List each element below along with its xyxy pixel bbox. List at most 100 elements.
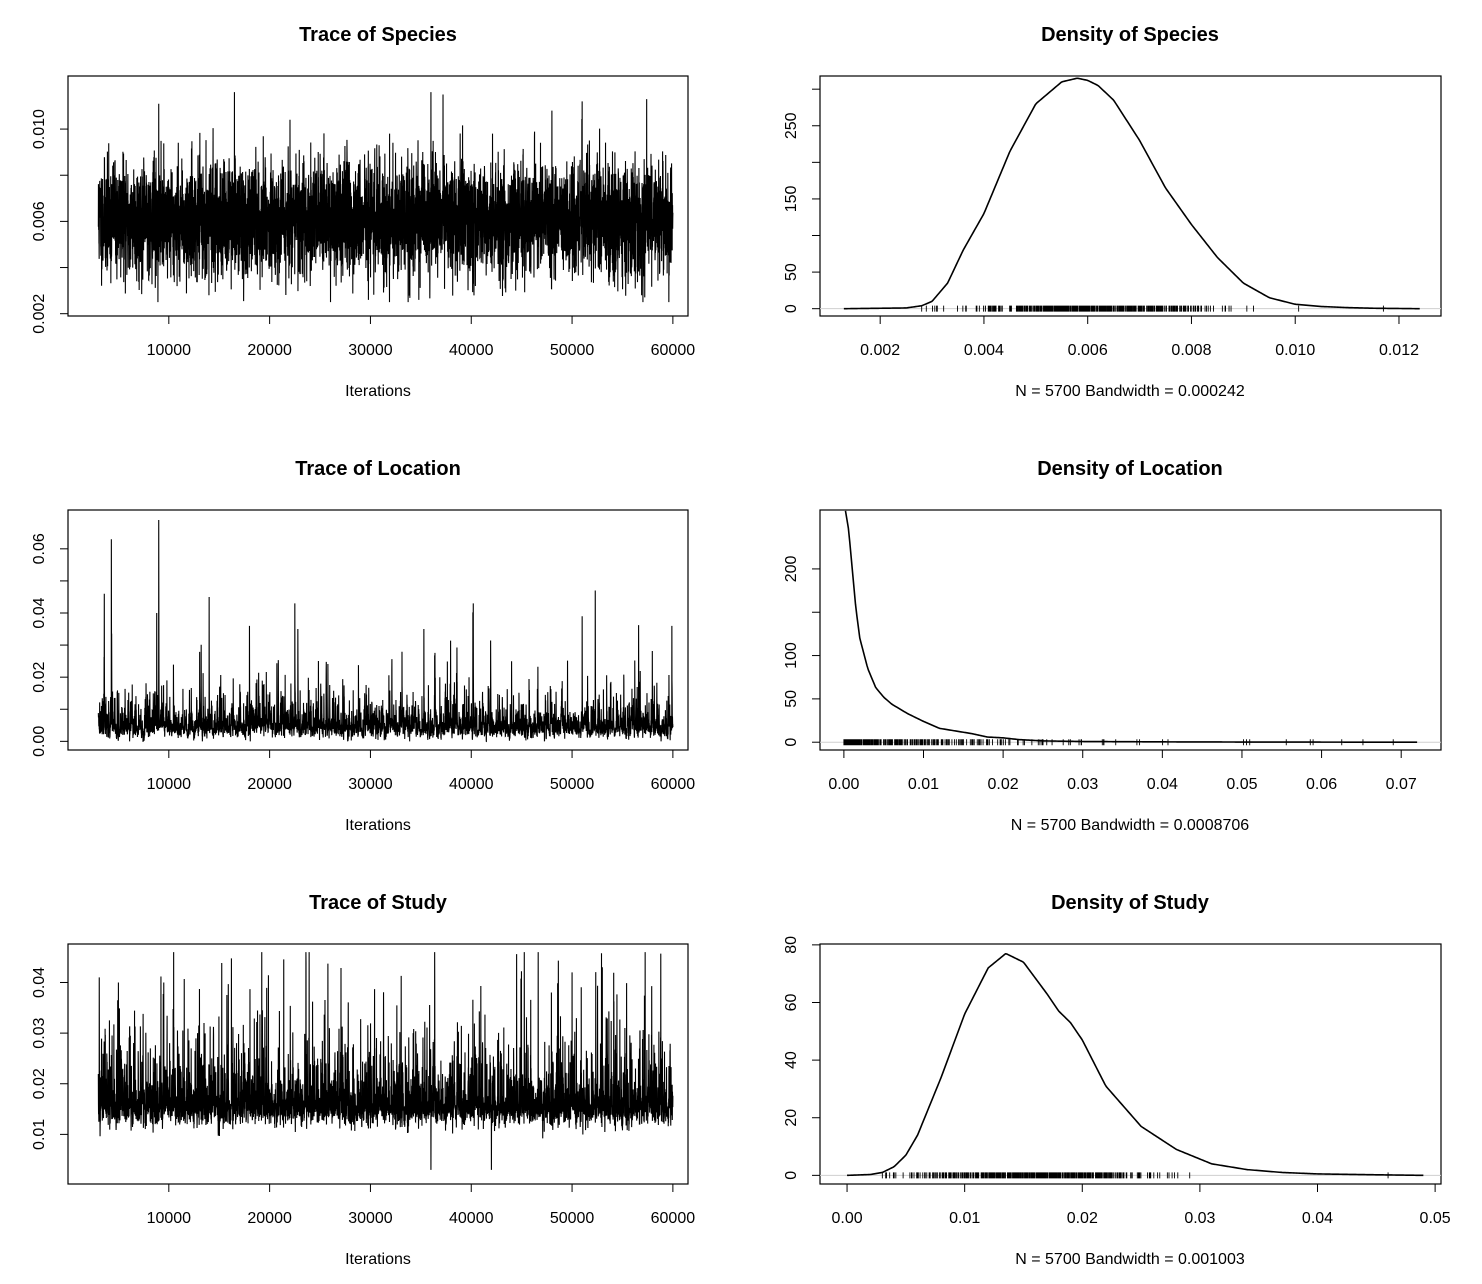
y-tick-label: 0.06	[31, 533, 48, 564]
panel-density-location: Density of Location 0.00 0.01 0.02 0.03 0.04…	[783, 458, 1442, 834]
x-tick-label: 0.05	[1226, 776, 1257, 793]
x-tick-label: 60000	[651, 342, 696, 359]
x-tick-label: 0.00	[831, 1210, 862, 1227]
y-tick-label: 0	[783, 304, 800, 313]
x-tick-label: 30000	[348, 776, 393, 793]
y-tick-label: 0.002	[31, 294, 48, 334]
y-tick-label: 20	[783, 1109, 800, 1127]
y-tick-label: 0.04	[31, 597, 48, 628]
y-tick-label: 50	[783, 263, 800, 281]
x-tick-label: 0.008	[1171, 342, 1211, 359]
trace-series-line	[97, 519, 674, 743]
plot-area: 10000 20000 30000 40000 50000 60000 0.00 0.02 0.…	[31, 509, 696, 793]
x-tick-label: 20000	[247, 1210, 292, 1227]
x-tick-label: 40000	[449, 776, 494, 793]
y-tick-label: 0.02	[31, 661, 48, 692]
y-tick-label: 200	[783, 555, 800, 582]
x-tick-label: 0.010	[1275, 342, 1315, 359]
density-curve	[844, 510, 1418, 744]
y-tick-label: 0.03	[31, 1017, 48, 1048]
plot-frame	[67, 509, 689, 751]
x-tick-label: 0.03	[1184, 1210, 1215, 1227]
x-tick-label: 0.05	[1420, 1210, 1451, 1227]
plot-frame	[67, 75, 689, 317]
x-tick-label: 0.006	[1068, 342, 1108, 359]
x-axis-label: Iterations	[345, 1251, 411, 1268]
panel-density-species: Density of Species 0.002 0.004 0.006 0.008 0…	[783, 24, 1442, 400]
y-tick-label: 250	[783, 112, 800, 139]
panel-trace-study: Trace of Study 10000 20000 30000 40000 50000…	[31, 892, 695, 1268]
x-axis-label: N = 5700 Bandwidth = 0.0008706	[1011, 817, 1250, 834]
x-tick-label: 40000	[449, 1210, 494, 1227]
density-curve	[847, 952, 1424, 1177]
x-tick-label: 10000	[147, 776, 192, 793]
plot-area: 10000 20000 30000 40000 50000 60000 0.01 0.02 0.…	[31, 943, 696, 1227]
chart-title: Density of Location	[1037, 458, 1223, 480]
y-tick-label: 60	[783, 993, 800, 1011]
y-tick-label: 40	[783, 1051, 800, 1069]
y-tick-label: 0.00	[31, 726, 48, 757]
plot-frame	[819, 943, 1442, 1185]
x-tick-label: 0.004	[964, 342, 1004, 359]
x-tick-label: 0.012	[1379, 342, 1419, 359]
plot-frame	[819, 509, 1442, 751]
x-tick-label: 10000	[147, 1210, 192, 1227]
x-tick-label: 50000	[550, 1210, 595, 1227]
density-curve	[843, 77, 1420, 310]
panel-trace-location: Trace of Location 10000 20000 30000 40000 50…	[31, 458, 695, 834]
x-tick-label: 0.03	[1067, 776, 1098, 793]
x-tick-label: 40000	[449, 342, 494, 359]
x-tick-label: 60000	[651, 1210, 696, 1227]
x-tick-label: 30000	[348, 1210, 393, 1227]
y-tick-label: 50	[783, 690, 800, 708]
x-tick-label: 20000	[247, 776, 292, 793]
plot-area: 0.00 0.01 0.02 0.03 0.04 0.05 0 20 40 60 80	[783, 936, 1451, 1227]
x-axis-label: Iterations	[345, 383, 411, 400]
y-tick-label: 0.02	[31, 1068, 48, 1099]
plot-frame	[819, 75, 1442, 317]
y-tick-label: 0	[783, 1171, 800, 1180]
x-tick-label: 0.01	[949, 1210, 980, 1227]
rug-marks	[881, 1172, 1389, 1179]
x-tick-label: 50000	[550, 342, 595, 359]
x-tick-label: 0.02	[988, 776, 1019, 793]
panel-trace-species: Trace of Species 10000 20000 30000 40000 500…	[31, 24, 695, 400]
x-axis-label: N = 5700 Bandwidth = 0.001003	[1015, 1251, 1245, 1268]
x-tick-label: 0.07	[1386, 776, 1417, 793]
plot-area: 10000 20000 30000 40000 50000 60000 0.002 0.006…	[31, 75, 696, 359]
x-tick-label: 0.00	[828, 776, 859, 793]
chart-title: Trace of Species	[299, 24, 457, 46]
chart-title: Trace of Study	[309, 892, 448, 914]
y-tick-label: 100	[783, 642, 800, 669]
x-tick-label: 0.01	[908, 776, 939, 793]
rug-marks	[921, 305, 1384, 312]
y-tick-label: 80	[783, 936, 800, 954]
x-tick-label: 50000	[550, 776, 595, 793]
panel-density-study: Density of Study 0.00 0.01 0.02 0.03 0.04 0.0…	[783, 892, 1451, 1268]
trace-series-line	[97, 952, 674, 1170]
y-tick-label: 0.01	[31, 1119, 48, 1150]
chart-title: Trace of Location	[295, 458, 461, 480]
rug-marks	[843, 739, 1394, 746]
x-tick-label: 0.06	[1306, 776, 1337, 793]
x-tick-label: 0.02	[1067, 1210, 1098, 1227]
x-tick-label: 60000	[651, 776, 696, 793]
trace-series-line	[97, 92, 674, 303]
x-tick-label: 0.04	[1302, 1210, 1333, 1227]
x-tick-label: 30000	[348, 342, 393, 359]
y-tick-label: 0.006	[31, 201, 48, 241]
x-axis-label: N = 5700 Bandwidth = 0.000242	[1015, 383, 1245, 400]
x-tick-label: 20000	[247, 342, 292, 359]
plot-area: 0.002 0.004 0.006 0.008 0.010 0.012 0 50 150 250	[783, 75, 1442, 359]
x-axis-label: Iterations	[345, 817, 411, 834]
chart-title: Density of Study	[1051, 892, 1210, 914]
y-tick-label: 0	[783, 738, 800, 747]
plot-frame	[67, 943, 689, 1185]
x-tick-label: 0.04	[1147, 776, 1178, 793]
x-tick-label: 0.002	[860, 342, 900, 359]
y-tick-label: 0.04	[31, 967, 48, 998]
plot-area: 0.00 0.01 0.02 0.03 0.04 0.05 0.06 0.07 0 50 100 20…	[783, 509, 1442, 793]
x-tick-label: 10000	[147, 342, 192, 359]
y-tick-label: 150	[783, 185, 800, 212]
